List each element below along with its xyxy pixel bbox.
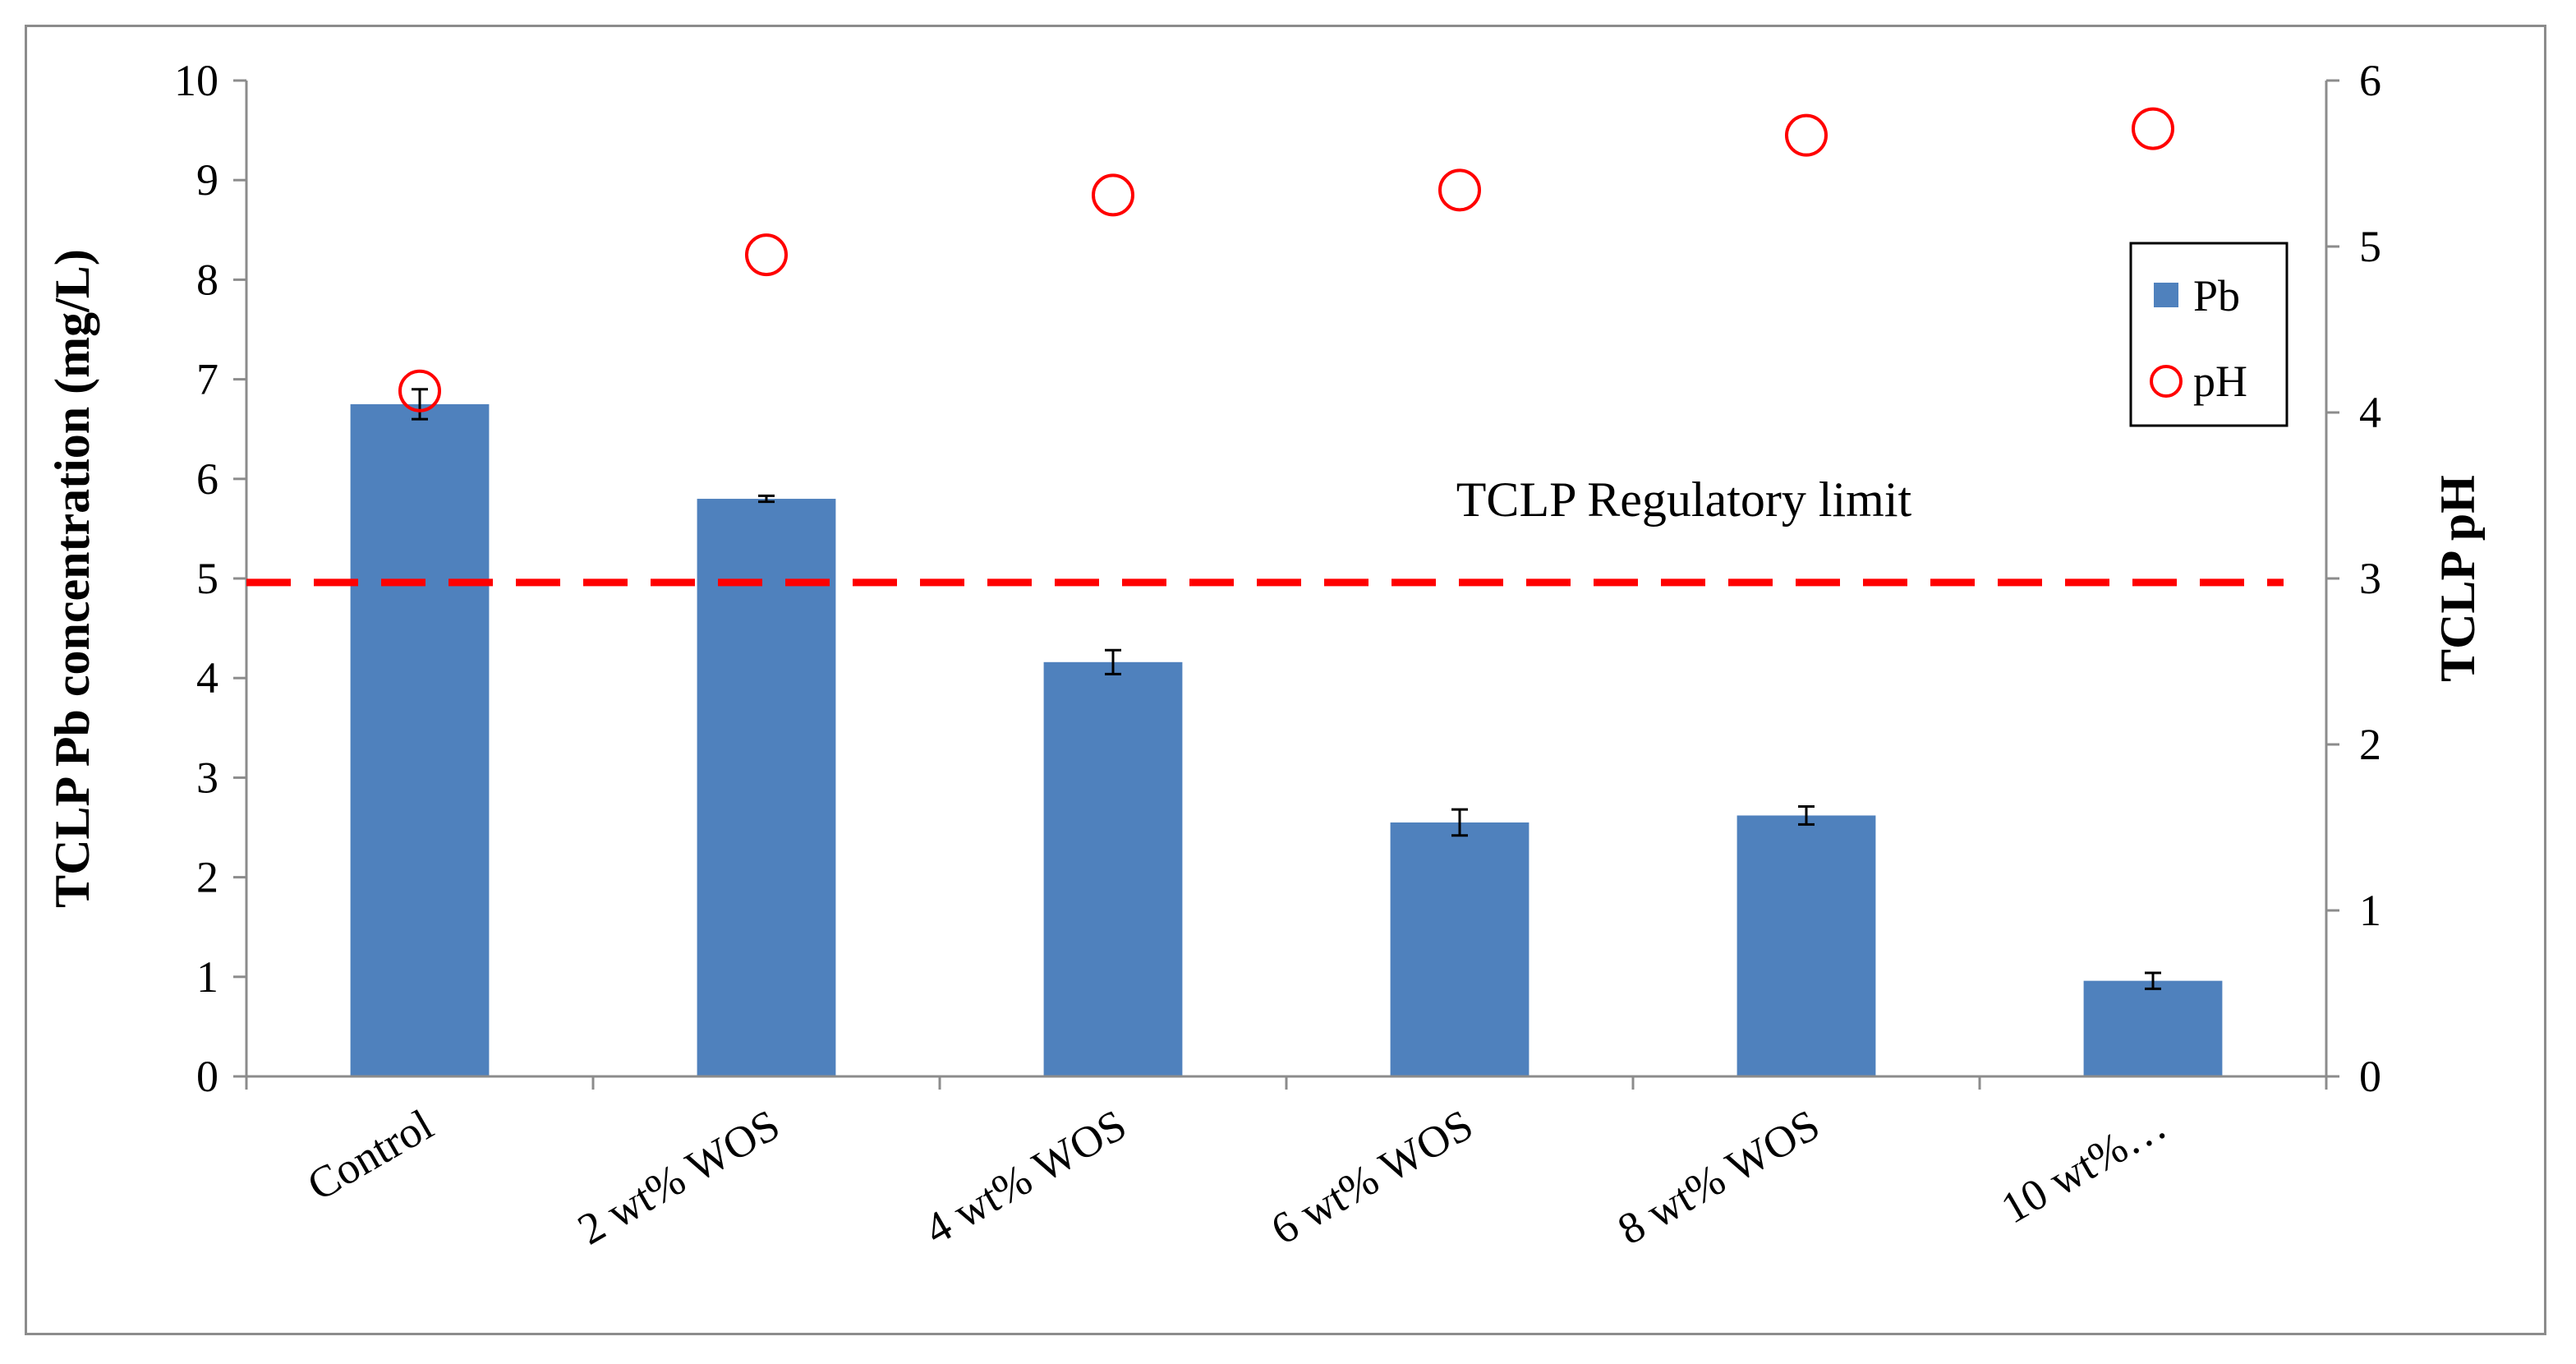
y-tick-label: 9 (196, 155, 218, 205)
pb-bar (350, 403, 490, 1076)
x-category-label: 4 wt% WOS (916, 1099, 1134, 1254)
y2-tick-label: 5 (2359, 222, 2381, 271)
y-tick-label: 0 (196, 1052, 218, 1101)
y2-tick-label: 1 (2359, 886, 2381, 935)
x-ticks: Control 2 wt% WOS 4 wt% WOS 6 wt% WOS 8 wt% … (245, 1076, 2328, 1254)
ph-point (745, 233, 788, 277)
y-tick-label: 7 (196, 355, 218, 404)
y-tick-label: 10 (174, 56, 218, 105)
legend-ph-marker (2150, 365, 2183, 398)
legend-pb-swatch (2154, 283, 2178, 307)
y-tick-label: 3 (196, 753, 218, 802)
x-category-label: 2 wt% WOS (569, 1099, 788, 1254)
pb-bar (2083, 980, 2223, 1076)
y2-tick-label: 4 (2359, 388, 2381, 437)
y-tick-label: 6 (196, 454, 218, 504)
y2-tick-label: 2 (2359, 720, 2381, 769)
x-category-label: 6 wt% WOS (1263, 1099, 1481, 1254)
ref-layer: TCLP Regulatory limit (246, 472, 2284, 587)
pb-bar (1043, 661, 1183, 1076)
y-tick-label: 2 (196, 853, 218, 902)
pb-bar (1736, 815, 1876, 1076)
y-axis-title: TCLP Pb concentration (mg/L) (45, 249, 99, 908)
pb-bar (697, 499, 836, 1076)
y2-tick-label: 3 (2359, 554, 2381, 603)
y-tick-label: 4 (196, 653, 218, 703)
left-ticks: 0 1 2 3 4 5 6 7 8 9 10 (174, 56, 246, 1101)
legend: Pb pH (2129, 242, 2288, 427)
plot-layer (350, 107, 2223, 1076)
pb-bar (1390, 822, 1530, 1076)
ph-point (1785, 113, 1828, 157)
ph-point (1092, 173, 1134, 217)
x-category-label: 10 wt%… (1993, 1099, 2174, 1233)
ph-point (2132, 107, 2174, 150)
legend-box (2129, 242, 2288, 427)
ph-point (398, 369, 441, 412)
y-tick-label: 5 (196, 554, 218, 603)
y2-axis-title: TCLP pH (2431, 475, 2485, 682)
x-category-label: 8 wt% WOS (1609, 1099, 1828, 1254)
legend-pb-label: Pb (2193, 271, 2240, 320)
y2-tick-label: 0 (2359, 1052, 2381, 1101)
x-category-label: Control (299, 1099, 441, 1210)
regulatory-limit-label: TCLP Regulatory limit (1456, 472, 1912, 527)
y-tick-label: 8 (196, 255, 218, 304)
y-tick-label: 1 (196, 952, 218, 1002)
legend-ph-label: pH (2193, 357, 2247, 406)
ph-point (1438, 168, 1481, 212)
y2-tick-label: 6 (2359, 56, 2381, 105)
right-ticks: 0 1 2 3 4 5 6 (2326, 56, 2381, 1101)
